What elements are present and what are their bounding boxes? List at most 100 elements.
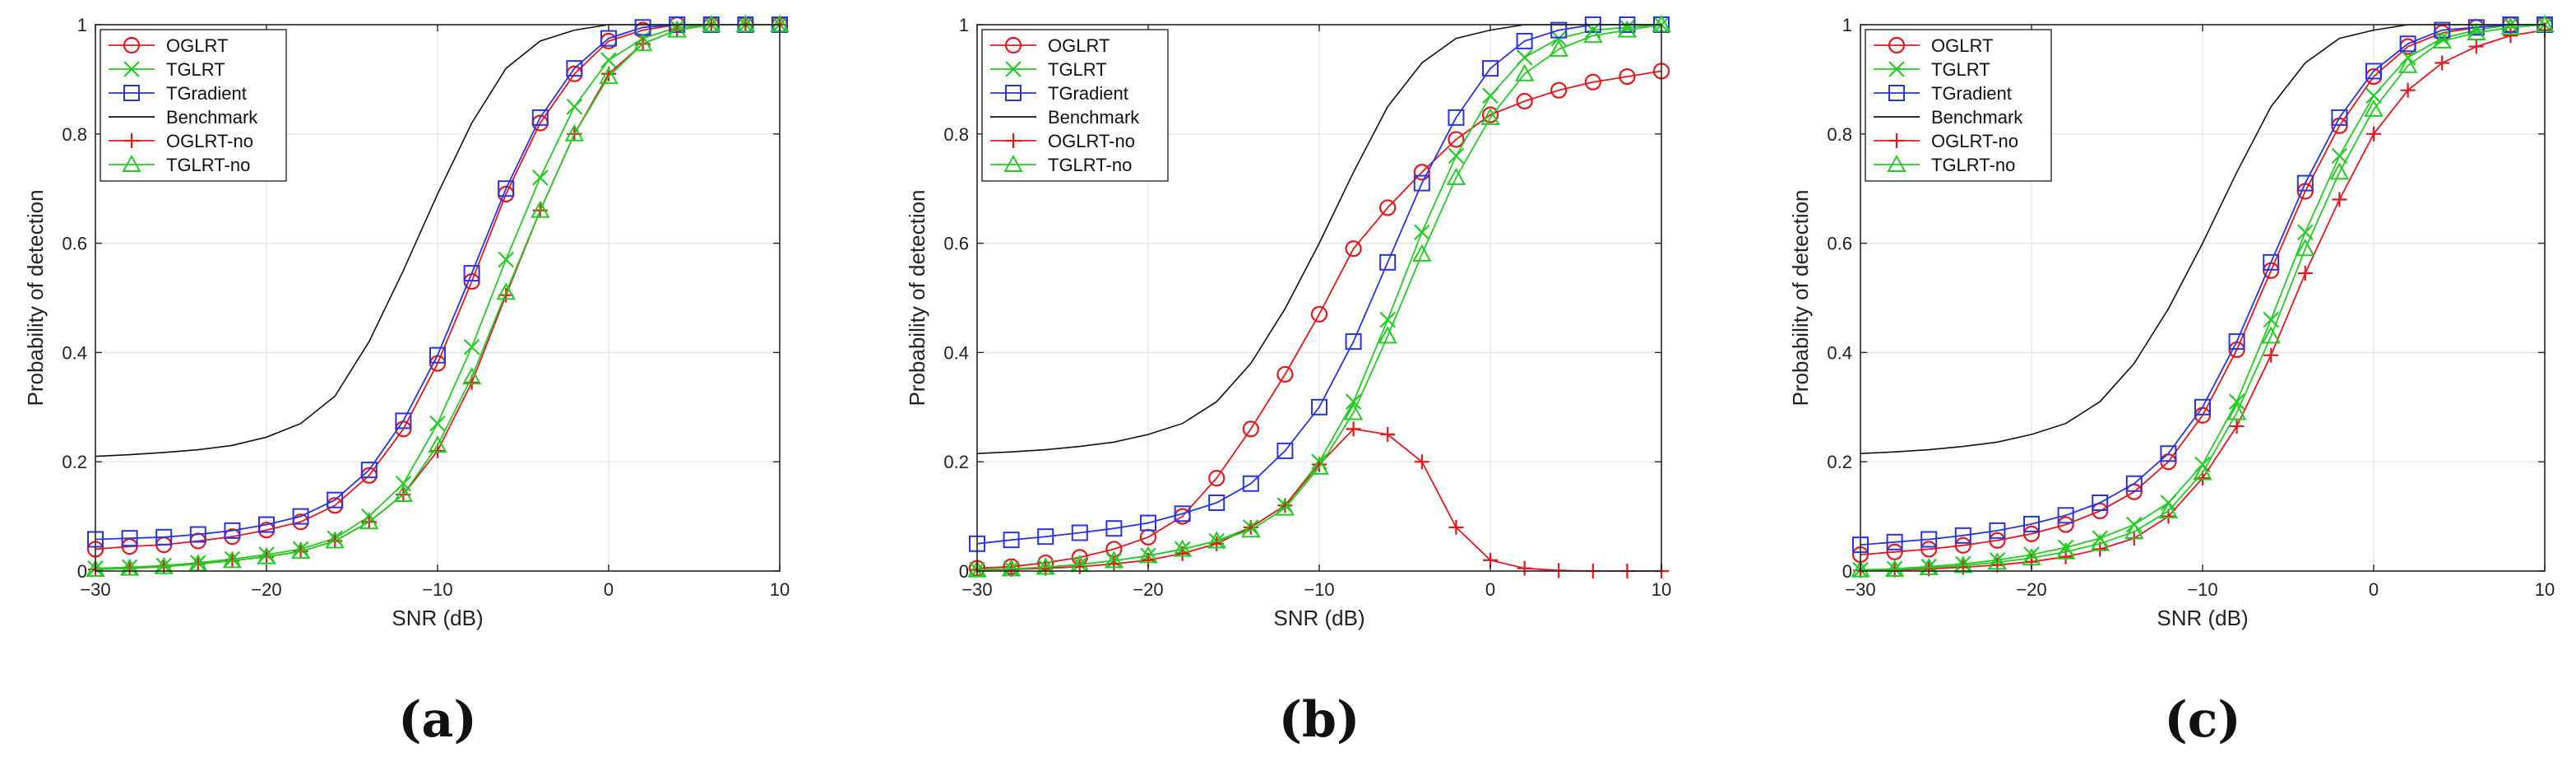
data-point-oglrt-no	[1346, 421, 1361, 437]
data-point-oglrt	[1954, 536, 1971, 554]
y-axis-label: Probability of detection	[1788, 189, 1813, 406]
data-point-tglrt-no	[393, 484, 414, 503]
data-point-tglrt	[2365, 87, 2382, 104]
data-point-tglrt-no	[428, 435, 447, 453]
x-tick-label: −30	[961, 579, 992, 600]
data-point-tglrt-no	[2124, 522, 2144, 540]
data-point-tgradient	[2057, 507, 2074, 524]
legend-swatch-marker	[1887, 154, 1907, 172]
data-point-tglrt-no	[1583, 26, 1603, 44]
data-point-tgradient	[189, 526, 206, 543]
panel-label: (a)	[398, 691, 477, 749]
data-point-tglrt	[429, 415, 446, 432]
data-point-tgradient	[2263, 253, 2280, 271]
series-line-tgradient	[95, 24, 780, 541]
legend-label: TGLRT	[1931, 59, 1990, 80]
data-point-tgradient	[1037, 528, 1054, 546]
y-tick-label: 0	[1842, 561, 1852, 582]
y-tick-label: 0.6	[62, 234, 87, 254]
data-point-tgradient	[566, 60, 583, 77]
y-tick-label: 0.8	[1827, 124, 1852, 145]
data-point-tglrt	[498, 251, 514, 268]
data-point-tgradient	[395, 412, 412, 430]
x-axis-label: SNR (dB)	[391, 606, 483, 630]
data-point-tglrt-no	[1172, 539, 1193, 557]
data-point-tglrt-no	[1884, 559, 1905, 578]
data-point-oglrt	[1516, 92, 1533, 110]
legend-swatch-marker	[1005, 61, 1022, 77]
data-point-tglrt-no	[290, 541, 311, 560]
data-point-tglrt-no	[461, 367, 482, 385]
data-point-tglrt-no	[2158, 500, 2179, 518]
data-point-tglrt-no	[735, 15, 756, 32]
data-point-tglrt-no	[2398, 55, 2418, 73]
data-point-tglrt	[1516, 49, 1533, 66]
data-point-tglrt-no	[564, 123, 585, 142]
legend-swatch-marker	[123, 36, 141, 54]
legend-label: TGLRT-no	[166, 155, 250, 175]
x-tick-label: −30	[1845, 579, 1875, 600]
x-tick-label: −10	[2187, 579, 2217, 600]
data-point-tgradient	[531, 109, 549, 126]
legend-label: Benchmark	[166, 107, 258, 128]
data-point-oglrt-no	[2400, 82, 2416, 98]
legend-entry: TGLRT-no	[990, 154, 1132, 175]
legend-label: Benchmark	[1048, 107, 1140, 128]
legend-swatch-marker	[1005, 85, 1022, 101]
data-point-tglrt	[600, 52, 617, 68]
data-point-oglrt-no	[2332, 192, 2347, 207]
data-point-tgradient	[1003, 532, 1020, 549]
data-point-tgradient	[1071, 524, 1088, 541]
data-point-tgradient	[2434, 21, 2451, 39]
data-point-tgradient	[1379, 253, 1397, 271]
data-point-tglrt-no	[667, 20, 687, 38]
data-point-tglrt-no	[1207, 531, 1226, 549]
data-point-tglrt-no	[496, 282, 516, 300]
data-point-tgradient	[155, 528, 173, 546]
data-point-tglrt-no	[1412, 244, 1432, 262]
y-tick-label: 0.8	[943, 124, 969, 145]
data-point-tgradient	[2125, 475, 2143, 492]
x-axis-label: SNR (dB)	[1273, 606, 1364, 630]
series-line-tglrt-no	[1860, 24, 2546, 571]
y-tick-label: 0	[959, 561, 969, 582]
data-point-tglrt-no	[1343, 402, 1364, 420]
data-point-tgradient	[1920, 531, 1938, 548]
data-point-tgradient	[224, 522, 241, 539]
data-point-tglrt-no	[1309, 457, 1329, 475]
data-point-tgradient	[1276, 442, 1294, 459]
data-point-tglrt-no	[1035, 557, 1055, 575]
y-tick-label: 0.4	[1827, 342, 1852, 363]
data-point-tglrt-no	[1480, 107, 1500, 125]
data-point-oglrt-no	[1990, 557, 2005, 573]
legend-label: OGLRT	[166, 35, 228, 56]
data-point-oglrt-no	[2229, 419, 2245, 434]
legend-entry: TGLRT	[109, 59, 225, 80]
data-point-tglrt-no	[2226, 402, 2247, 420]
data-point-oglrt	[1379, 199, 1397, 216]
legend-label: TGradient	[166, 83, 247, 104]
data-point-oglrt-no	[2503, 28, 2518, 44]
y-tick-label: 0.2	[943, 452, 969, 472]
data-point-tglrt-no	[2329, 162, 2350, 180]
y-tick-label: 1	[959, 15, 969, 35]
data-point-tgradient	[1140, 514, 1156, 532]
data-point-tglrt-no	[2467, 22, 2486, 40]
data-point-tglrt	[2228, 393, 2245, 410]
data-point-tgradient	[2365, 63, 2382, 80]
data-point-tgradient	[2092, 495, 2109, 511]
data-point-tgradient	[1242, 475, 1259, 492]
legend-swatch-marker	[124, 133, 139, 148]
legend-swatch-marker	[1004, 36, 1022, 54]
data-point-oglrt-no	[2297, 266, 2313, 281]
data-point-oglrt	[2022, 525, 2041, 542]
data-point-oglrt-no	[1380, 427, 1396, 442]
data-point-tglrt	[566, 98, 583, 115]
data-point-tglrt	[1448, 147, 1465, 165]
data-point-tglrt-no	[257, 546, 276, 564]
data-point-tglrt-no	[1514, 63, 1535, 81]
data-point-tgradient	[1448, 109, 1465, 126]
data-point-tglrt-no	[1378, 326, 1397, 344]
panel-label: (c)	[2164, 691, 2240, 749]
